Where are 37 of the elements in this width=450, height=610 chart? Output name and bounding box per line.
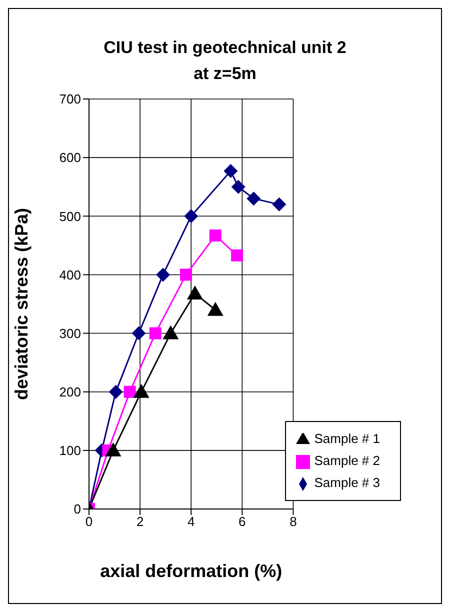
point [149,327,162,340]
point [272,197,286,212]
legend-label: Sample # 1 [314,431,380,446]
point [231,249,244,262]
point [209,229,222,242]
legend-label: Sample # 3 [314,475,380,490]
y-tick-label: 0 [74,502,81,517]
x-axis-title: axial deformation (%) [100,561,282,581]
x-tick-label: 8 [290,514,297,530]
point [207,302,224,316]
chart-title: CIU test in geotechnical unit 2 at z=5m [102,37,348,85]
point [246,192,261,206]
point [224,164,238,178]
point [132,326,146,340]
y-tick-label: 400 [59,267,81,282]
point [105,442,122,456]
point [108,384,123,399]
y-tick-label: 700 [59,92,81,107]
point [162,325,179,340]
point [124,386,136,398]
point [231,180,246,194]
point [186,285,203,300]
y-tick-label: 200 [59,384,81,400]
y-axis-title: deviatoric stress (kPa) [11,208,32,400]
point [133,384,150,398]
y-tick-label: 300 [59,326,81,341]
point [156,268,170,282]
y-tick-label: 600 [59,150,81,166]
y-tick-label: 500 [59,208,81,224]
x-tick-label: 2 [136,514,144,530]
point [184,209,198,224]
legend-label: Sample # 2 [314,453,380,468]
y-tick-label: 100 [59,443,81,458]
x-tick-label: 6 [238,514,246,530]
point [180,268,192,281]
x-tick-label: 0 [85,514,93,530]
x-tick-label: 4 [188,514,195,530]
